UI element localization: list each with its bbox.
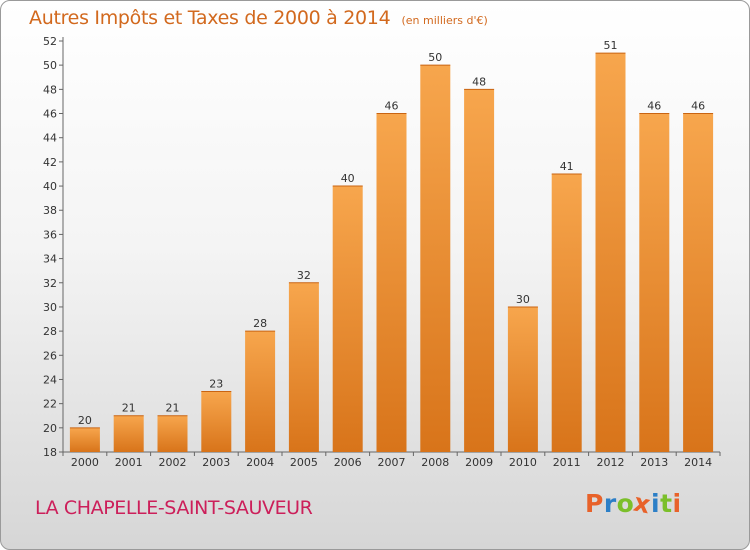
bar-value-label: 21 [122,402,136,415]
bar [551,173,582,452]
logo-letter: i [651,489,661,518]
logo-letter: o [616,489,635,518]
bar-value-label: 48 [472,75,486,88]
y-tick-label: 50 [43,59,57,72]
bar-value-label: 50 [428,51,442,64]
bar-value-label: 40 [341,172,355,185]
bar-value-label: 23 [209,378,223,391]
y-tick-label: 40 [43,180,57,193]
chart-title: Autres Impôts et Taxes de 2000 à 2014 [29,7,391,29]
chart-unit: (en milliers d'€) [401,14,488,27]
logo-letter: P [585,489,604,518]
commune-name: LA CHAPELLE-SAINT-SAUVEUR [35,497,313,519]
logo-letter: r [603,489,617,518]
bar [113,415,144,452]
bar-value-label: 46 [647,100,661,113]
x-tick-label: 2005 [290,456,318,469]
x-tick-label: 2000 [71,456,99,469]
bar [639,113,670,452]
y-tick-label: 44 [43,132,57,145]
bar-value-label: 20 [78,414,92,427]
y-tick-label: 24 [43,373,57,386]
logo-letter: t [660,489,673,518]
bar-value-label: 21 [166,402,180,415]
x-tick-label: 2009 [465,456,493,469]
y-tick-label: 42 [43,156,57,169]
x-tick-label: 2003 [202,456,230,469]
x-tick-label: 2007 [378,456,406,469]
bar-value-label: 30 [516,293,530,306]
bar-value-label: 46 [691,100,705,113]
bar [69,427,100,452]
bar-value-label: 46 [385,100,399,113]
x-tick-label: 2012 [597,456,625,469]
bar [157,415,188,452]
y-tick-label: 52 [43,35,57,48]
bar [420,65,451,453]
y-tick-label: 38 [43,204,57,217]
x-tick-label: 2010 [509,456,537,469]
bar [201,391,232,452]
logo-letter: i [672,489,682,518]
x-tick-label: 2001 [115,456,143,469]
y-tick-label: 30 [43,301,57,314]
y-tick-label: 34 [43,253,57,266]
y-tick-label: 26 [43,349,57,362]
title-row: Autres Impôts et Taxes de 2000 à 2014 (e… [29,7,488,29]
y-tick-label: 28 [43,325,57,338]
bar [595,53,626,453]
x-tick-label: 2004 [246,456,274,469]
y-tick-label: 20 [43,422,57,435]
x-tick-label: 2011 [553,456,581,469]
x-tick-label: 2013 [640,456,668,469]
bar [288,282,319,452]
x-tick-label: 2008 [421,456,449,469]
bar-value-label: 41 [560,160,574,173]
y-tick-label: 46 [43,108,57,121]
y-tick-label: 18 [43,446,57,459]
bar-value-label: 28 [253,317,267,330]
bar-value-label: 51 [604,39,618,52]
x-tick-label: 2014 [684,456,712,469]
bar [332,186,363,452]
y-tick-label: 22 [43,398,57,411]
y-tick-label: 32 [43,277,57,290]
bar [683,113,714,452]
bar [507,306,538,452]
x-tick-label: 2006 [334,456,362,469]
y-tick-label: 48 [43,83,57,96]
x-tick-label: 2002 [159,456,187,469]
proxiti-logo[interactable]: Proxiti [585,488,682,520]
bar-value-label: 32 [297,269,311,282]
bar [464,89,495,453]
bar [245,331,276,452]
y-tick-label: 36 [43,228,57,241]
bar [376,113,407,452]
